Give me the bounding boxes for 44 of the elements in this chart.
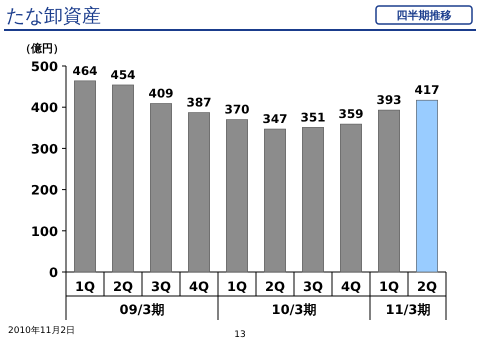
x-tick-label: 2Q bbox=[416, 280, 438, 295]
text: 11/3期 bbox=[386, 303, 430, 318]
bar bbox=[74, 80, 96, 272]
x-tick-label: 4Q bbox=[188, 280, 210, 295]
bar bbox=[302, 127, 324, 272]
y-tick-label: 100 bbox=[30, 224, 58, 240]
text: 2010年11月2日 bbox=[8, 325, 76, 336]
bar bbox=[340, 124, 362, 272]
data-label: 464 bbox=[72, 64, 98, 78]
y-tick-label: 400 bbox=[30, 101, 58, 116]
x-tick-label: 1Q bbox=[378, 280, 400, 295]
x-tick-label: 2Q bbox=[112, 280, 134, 295]
bar bbox=[264, 128, 286, 272]
data-label: 393 bbox=[376, 93, 402, 108]
bar bbox=[378, 110, 400, 272]
y-axis-title: （億円） bbox=[20, 42, 64, 55]
chart-subtitle: 四半期推移 bbox=[396, 9, 452, 22]
data-label: 351 bbox=[300, 110, 326, 124]
x-tick-label: 2Q bbox=[264, 280, 286, 295]
bar bbox=[416, 100, 438, 272]
bar bbox=[150, 103, 172, 272]
chart-title: たな卸資産 bbox=[6, 5, 101, 27]
text: 09/3期 bbox=[120, 303, 164, 318]
x-tick-label: 1Q bbox=[74, 280, 96, 295]
data-label: 359 bbox=[338, 107, 364, 122]
text: 10/3期 bbox=[272, 303, 316, 318]
y-tick-label: 200 bbox=[30, 184, 58, 199]
bar bbox=[112, 84, 134, 272]
data-label: 409 bbox=[148, 86, 174, 100]
data-label: 454 bbox=[110, 68, 136, 82]
x-tick-label: 3Q bbox=[150, 280, 172, 295]
data-label: 370 bbox=[224, 102, 250, 117]
x-tick-label: 1Q bbox=[226, 280, 248, 295]
x-tick-label: 4Q bbox=[340, 280, 362, 295]
text: 13 bbox=[234, 330, 246, 340]
data-label: 417 bbox=[414, 83, 440, 98]
x-tick-label: 3Q bbox=[302, 280, 324, 295]
data-label: 347 bbox=[262, 112, 288, 126]
y-tick-label: 0 bbox=[48, 266, 58, 281]
y-tick-label: 500 bbox=[30, 60, 58, 75]
bar bbox=[188, 112, 210, 272]
bar bbox=[226, 119, 248, 272]
data-label: 387 bbox=[186, 96, 212, 110]
y-tick-label: 300 bbox=[30, 142, 58, 158]
